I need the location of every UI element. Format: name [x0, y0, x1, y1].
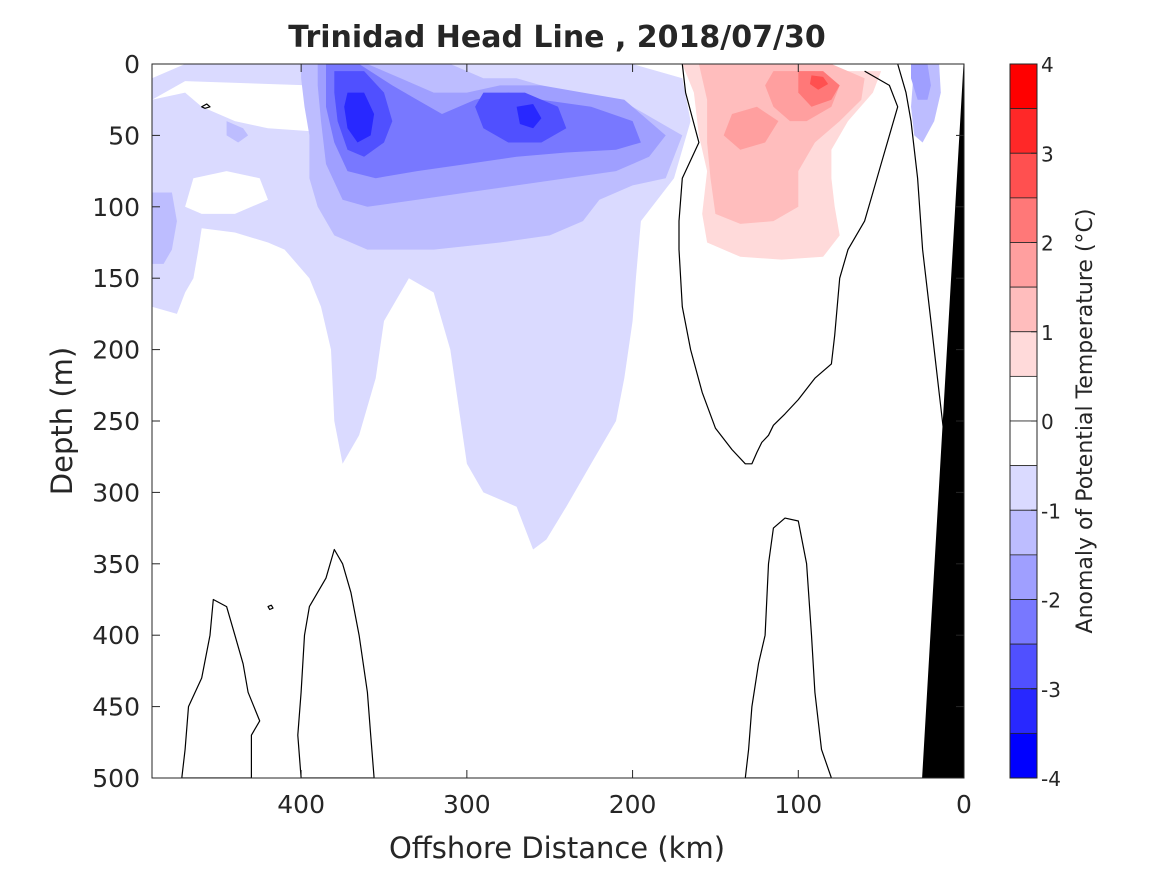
zero-contour-5	[201, 103, 211, 109]
y-axis-label: Depth (m)	[45, 347, 79, 495]
anomaly-region-1	[152, 81, 335, 132]
colorbar-tick-label: -1	[1041, 499, 1061, 523]
plot-area	[151, 63, 965, 779]
anomaly-region-12	[344, 92, 375, 143]
x-axis: 400 300 200 100 0	[277, 64, 972, 819]
y-tick-label: 500	[92, 764, 140, 793]
colorbar: 4 3 2 1 0 -1 -2 -3 -4 Anomaly of Potential Tempe…	[1009, 53, 1098, 791]
y-tick-label: 150	[92, 264, 140, 293]
colorbar-tick-label: 0	[1041, 410, 1054, 434]
anomaly-region-19	[809, 75, 829, 90]
colorbar-label: Anomaly of Potential Temperature (°C)	[1073, 209, 1098, 634]
y-tick-label: 100	[92, 193, 140, 222]
colorbar-swatch	[1009, 197, 1038, 243]
colorbar-swatch	[1009, 108, 1038, 154]
anomaly-region-4	[152, 192, 177, 264]
colorbar-tick-label: 2	[1041, 232, 1054, 256]
y-tick-label: 250	[92, 407, 140, 436]
colorbar-swatch	[1009, 599, 1038, 645]
zero-contour-6	[267, 604, 274, 611]
seafloor-layer	[922, 64, 964, 778]
colorbar-tick-label: -2	[1041, 589, 1061, 613]
seafloor-shape	[922, 64, 964, 778]
colorbar-swatch	[1009, 331, 1038, 377]
colorbar-tick-label: 1	[1041, 321, 1054, 345]
anomaly-region-17	[723, 106, 779, 150]
y-tick-label: 400	[92, 621, 140, 650]
colorbar-swatch	[1009, 465, 1038, 511]
x-tick-label: 200	[609, 790, 657, 819]
colorbar-swatch	[1009, 420, 1038, 467]
y-axis: 0 50 100 150 200 250 300 350 400 450 500	[92, 50, 964, 793]
colorbar-tick-label: 4	[1041, 53, 1054, 77]
colorbar-tick-label: -4	[1041, 767, 1061, 791]
y-tick-label: 350	[92, 550, 140, 579]
colorbar-swatch	[1009, 63, 1038, 110]
x-tick-label: 400	[277, 790, 325, 819]
colorbar-tick-label: 3	[1041, 142, 1054, 166]
colorbar-swatch	[1009, 554, 1038, 600]
y-tick-label: 200	[92, 336, 140, 365]
x-axis-label: Offshore Distance (km)	[389, 831, 725, 865]
zero-contour-2	[744, 517, 833, 778]
colorbar-swatch	[1009, 286, 1038, 333]
colorbar-swatches	[1009, 63, 1038, 779]
colorbar-ticks: 4 3 2 1 0 -1 -2 -3 -4	[1031, 53, 1061, 791]
anomaly-fills	[152, 64, 941, 550]
colorbar-swatch	[1009, 732, 1038, 779]
colorbar-swatch	[1009, 509, 1038, 556]
zero-contour-3	[181, 598, 261, 778]
x-tick-label: 100	[774, 790, 822, 819]
y-tick-label: 0	[124, 50, 140, 79]
y-tick-label: 50	[108, 121, 140, 150]
colorbar-swatch	[1009, 242, 1038, 288]
colorbar-swatch	[1009, 152, 1038, 199]
anomaly-region-5	[226, 121, 249, 143]
y-tick-label: 450	[92, 693, 140, 722]
chart-title: Trinidad Head Line , 2018/07/30	[288, 20, 825, 55]
anomaly-region-2	[185, 171, 268, 214]
colorbar-swatch	[1009, 375, 1038, 422]
zero-contour-4	[297, 548, 375, 778]
colorbar-swatch	[1009, 643, 1038, 690]
x-tick-label: 0	[956, 790, 972, 819]
zero-contour-0	[678, 64, 899, 465]
anomaly-region-13	[516, 104, 542, 129]
x-tick-label: 300	[443, 790, 491, 819]
anomaly-region-8	[911, 64, 931, 100]
colorbar-swatch	[1009, 688, 1038, 734]
y-tick-label: 300	[92, 478, 140, 507]
colorbar-tick-label: -3	[1041, 678, 1061, 702]
